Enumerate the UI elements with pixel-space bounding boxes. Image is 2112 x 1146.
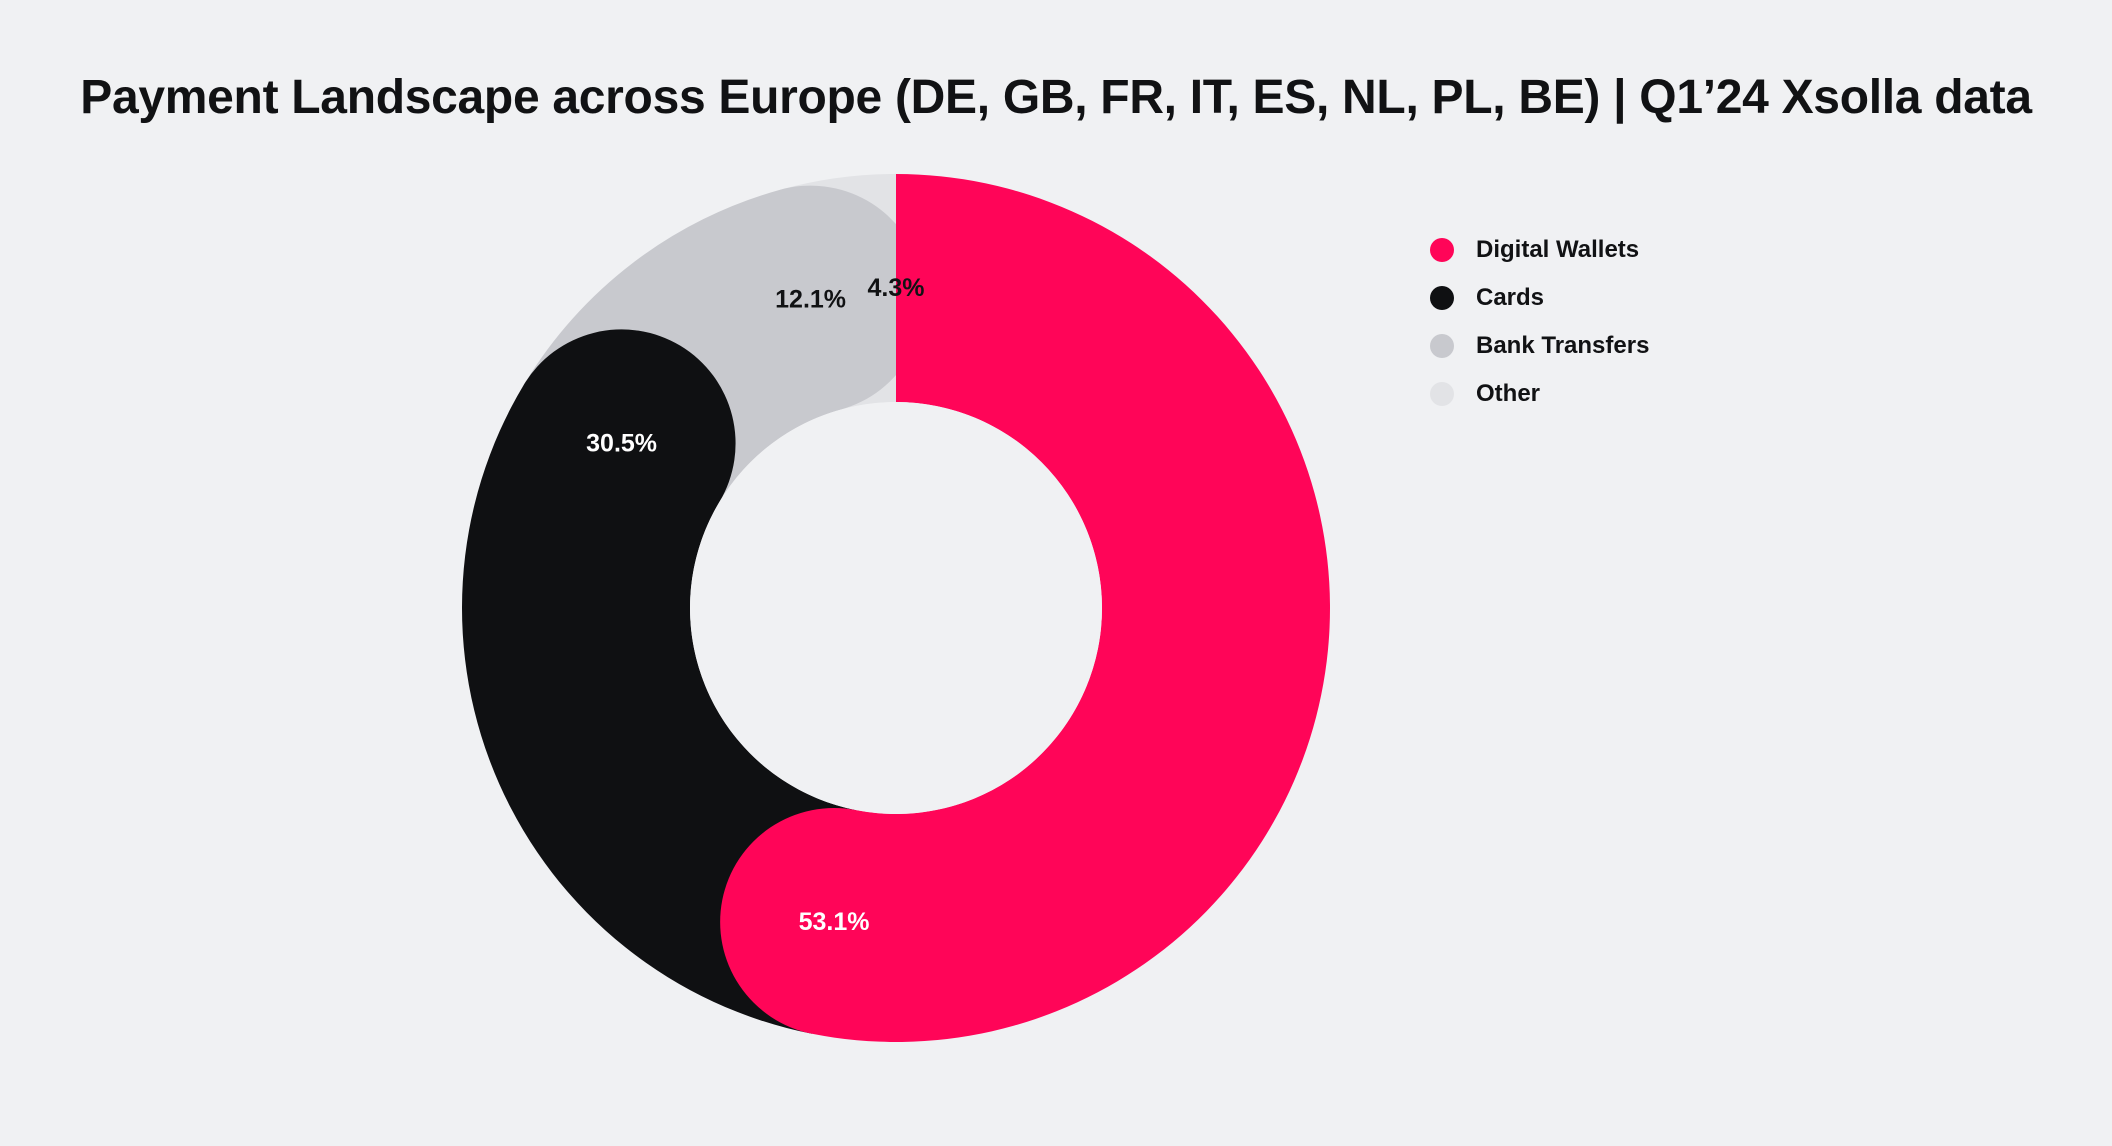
legend-swatch-cards xyxy=(1430,286,1454,310)
legend-item-bank-transfers: Bank Transfers xyxy=(1430,322,1649,370)
slice-labels: 53.1% 30.5% 12.1% 4.3% xyxy=(586,274,924,936)
legend-item-other: Other xyxy=(1430,370,1649,418)
slice-digital-wallets xyxy=(720,174,1330,1042)
legend: Digital Wallets Cards Bank Transfers Oth… xyxy=(1430,226,1649,418)
legend-item-digital-wallets: Digital Wallets xyxy=(1430,226,1649,274)
legend-swatch-digital-wallets xyxy=(1430,238,1454,262)
data-label-bank-transfers: 12.1% xyxy=(775,286,846,314)
data-label-digital-wallets: 53.1% xyxy=(799,908,870,936)
legend-item-cards: Cards xyxy=(1430,274,1649,322)
data-label-other: 4.3% xyxy=(868,274,925,302)
legend-label-bank-transfers: Bank Transfers xyxy=(1476,332,1650,359)
data-label-cards: 30.5% xyxy=(586,429,657,457)
donut-hole xyxy=(690,402,1102,814)
donut-slices xyxy=(461,174,1330,1042)
legend-label-cards: Cards xyxy=(1476,284,1545,311)
chart-title: Payment Landscape across Europe (DE, GB,… xyxy=(80,71,2032,124)
legend-label-other: Other xyxy=(1476,380,1541,407)
legend-swatch-other xyxy=(1430,382,1454,406)
legend-swatch-bank-transfers xyxy=(1430,334,1454,358)
legend-label-digital-wallets: Digital Wallets xyxy=(1476,236,1640,263)
